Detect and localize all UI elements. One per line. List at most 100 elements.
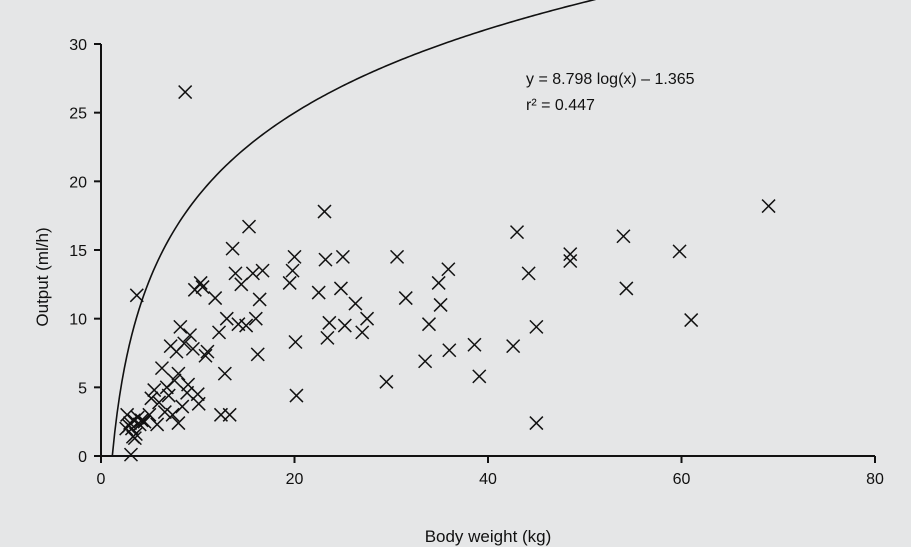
marker-stroke [529, 319, 544, 334]
y-tick-label: 20 [69, 174, 87, 191]
data-point [241, 219, 257, 234]
marker-stroke [442, 343, 457, 358]
data-point [322, 315, 337, 330]
marker-stroke [379, 374, 394, 389]
data-point [761, 199, 776, 214]
marker-stroke [178, 85, 193, 100]
marker-stroke [225, 241, 240, 256]
data-point [289, 388, 304, 403]
data-point [421, 317, 437, 332]
data-point [154, 361, 169, 376]
marker-stroke [287, 249, 302, 264]
chart-labels: Body weight (kg) Output (ml/h) y = 8.798… [33, 71, 695, 546]
marker-stroke [398, 291, 413, 306]
marker-stroke [421, 317, 437, 332]
data-point [217, 366, 232, 381]
marker-stroke [234, 277, 249, 292]
y-tick-label: 0 [78, 449, 87, 466]
y-tick-label: 30 [69, 37, 87, 54]
data-point [563, 247, 578, 262]
marker-stroke [152, 395, 167, 410]
marker-stroke [684, 313, 699, 328]
data-point [165, 407, 180, 422]
data-point [563, 253, 578, 269]
marker-stroke [147, 383, 162, 398]
marker-stroke [431, 275, 446, 290]
data-point [198, 348, 213, 363]
data-point [529, 319, 544, 334]
marker-stroke [418, 354, 433, 369]
marker-stroke [255, 263, 270, 278]
r-squared-label: r² = 0.447 [526, 97, 595, 114]
marker-stroke [228, 266, 243, 281]
marker-stroke [187, 282, 202, 297]
marker-stroke [219, 311, 234, 326]
data-point [245, 266, 260, 281]
data-point [187, 282, 202, 297]
fit-curve [111, 0, 597, 457]
marker-stroke [200, 344, 215, 359]
data-point [317, 204, 332, 219]
y-tick-label: 10 [69, 312, 87, 329]
data-point [142, 407, 157, 422]
marker-stroke [119, 421, 134, 436]
data-point [208, 291, 223, 306]
data-point [178, 85, 193, 100]
marker-stroke [173, 319, 188, 334]
data-point [529, 416, 544, 431]
marker-stroke [285, 263, 300, 278]
marker-stroke [129, 288, 144, 303]
data-point [193, 275, 208, 290]
data-point [161, 388, 176, 403]
marker-stroke [250, 347, 265, 362]
data-point [333, 281, 348, 296]
data-point [360, 311, 375, 326]
marker-stroke [441, 262, 456, 277]
marker-stroke [193, 275, 208, 290]
marker-stroke [563, 247, 578, 262]
marker-stroke [322, 315, 337, 330]
marker-stroke [616, 229, 631, 244]
marker-stroke [252, 292, 267, 307]
marker-stroke [181, 377, 196, 392]
data-point [119, 421, 134, 436]
data-point [282, 275, 297, 290]
data-point [182, 328, 198, 343]
data-point [219, 311, 234, 326]
marker-stroke [317, 204, 332, 219]
marker-stroke [248, 311, 263, 326]
data-point [288, 334, 303, 350]
marker-stroke [217, 366, 232, 381]
marker-stroke [348, 296, 363, 311]
marker-stroke [333, 281, 348, 296]
marker-stroke [198, 348, 213, 363]
data-point [287, 249, 302, 264]
data-point [120, 407, 135, 422]
marker-stroke [241, 219, 257, 234]
data-point [234, 277, 249, 292]
marker-stroke [563, 253, 578, 269]
data-point [167, 373, 182, 388]
marker-stroke [177, 336, 192, 351]
marker-stroke [165, 407, 180, 422]
marker-stroke [619, 281, 634, 296]
marker-stroke [195, 280, 210, 295]
marker-stroke [467, 337, 482, 352]
marker-stroke [212, 325, 227, 340]
x-tick-label: 60 [673, 471, 691, 488]
data-point [379, 374, 394, 389]
marker-stroke [157, 405, 172, 420]
data-point [222, 407, 237, 422]
marker-stroke [509, 225, 525, 240]
data-point [285, 263, 300, 278]
data-point [619, 281, 634, 296]
marker-stroke [208, 291, 223, 306]
data-point [175, 399, 190, 414]
y-tick-label: 15 [69, 243, 87, 260]
data-point [506, 339, 521, 354]
data-point [398, 291, 413, 306]
data-point [144, 391, 159, 406]
data-point [171, 416, 186, 431]
data-point [225, 241, 240, 256]
